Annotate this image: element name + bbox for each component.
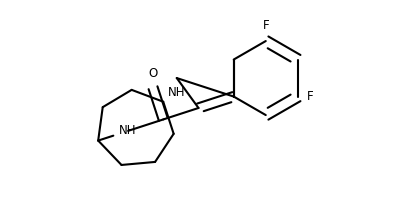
Text: NH: NH — [119, 124, 137, 137]
Text: NH: NH — [168, 86, 185, 99]
Text: F: F — [263, 19, 269, 32]
Text: O: O — [148, 67, 158, 80]
Text: F: F — [307, 90, 314, 103]
